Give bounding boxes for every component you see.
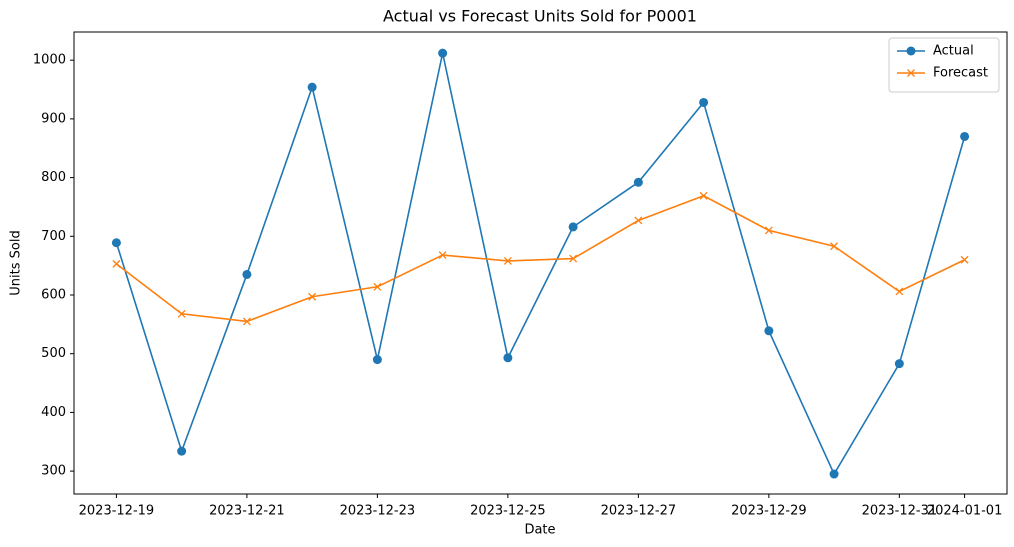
x-tick-label: 2023-12-21 [209, 504, 285, 519]
point [634, 216, 643, 225]
point [438, 251, 447, 260]
point [960, 131, 970, 141]
legend-marker [907, 69, 915, 77]
point [764, 326, 774, 336]
y-tick-label: 500 [41, 346, 66, 361]
y-tick-label: 1000 [33, 53, 66, 68]
point [307, 82, 317, 92]
point [177, 309, 186, 318]
x-tick-label: 2023-12-23 [340, 504, 416, 519]
point [308, 292, 317, 301]
point [569, 254, 578, 263]
x-tick-label: 2023-12-31 [862, 504, 938, 519]
point [633, 177, 643, 187]
x-axis-label: Date [524, 523, 555, 538]
point [699, 97, 709, 107]
point [568, 222, 578, 232]
legend-marker [906, 46, 916, 56]
point [894, 359, 904, 369]
point [373, 282, 382, 291]
point [830, 242, 839, 251]
point [764, 226, 773, 235]
point [699, 191, 708, 200]
y-tick-label: 600 [41, 287, 66, 302]
legend: Actual Forecast [888, 37, 1000, 93]
legend-label: Actual [933, 44, 974, 59]
point [242, 317, 251, 326]
y-tick-label: 300 [41, 464, 66, 479]
y-tick-label: 800 [41, 170, 66, 185]
point [438, 48, 448, 58]
point [111, 238, 121, 248]
x-tick-label: 2023-12-19 [79, 504, 155, 519]
point [895, 287, 904, 296]
series-line [115, 52, 966, 476]
point [829, 469, 839, 479]
point [242, 269, 252, 279]
y-tick-label: 400 [41, 405, 66, 420]
chart-title: Actual vs Forecast Units Sold for P0001 [383, 7, 697, 26]
y-tick-label: 900 [41, 111, 66, 126]
point [112, 259, 121, 268]
y-axis-label: Units Sold [9, 230, 24, 295]
plot-frame [73, 31, 1008, 495]
point [372, 355, 382, 365]
x-tick-label: 2023-12-27 [601, 504, 677, 519]
point [503, 353, 513, 363]
point [503, 256, 512, 265]
x-tick-label: 2024-01-01 [927, 504, 1003, 519]
y-tick-label: 700 [41, 229, 66, 244]
series-line [115, 194, 965, 323]
point [960, 255, 969, 264]
x-tick-label: 2023-12-25 [470, 504, 546, 519]
x-tick-label: 2023-12-29 [731, 504, 807, 519]
point [177, 446, 187, 456]
legend-label: Forecast [933, 66, 988, 81]
